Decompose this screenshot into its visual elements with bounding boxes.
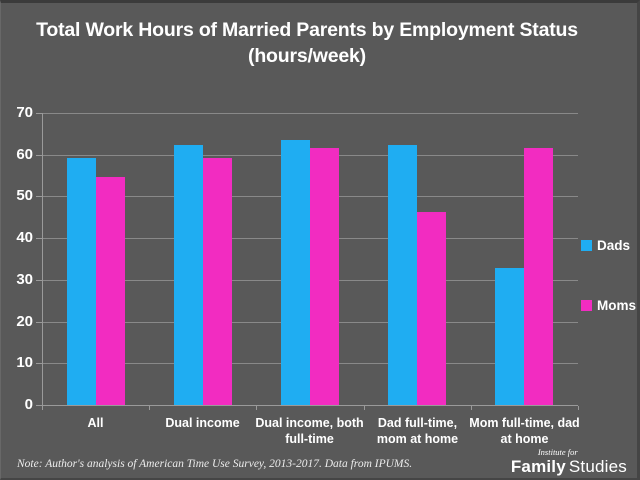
chart-title: Total Work Hours of Married Parents by E…: [36, 19, 578, 67]
x-tick-2: [256, 406, 257, 410]
logo-institute-for: Institute for: [537, 447, 578, 457]
y-tick-70: [36, 113, 42, 114]
y-tick-20: [36, 322, 42, 323]
y-tick-label-0: 0: [24, 396, 33, 413]
legend-item-moms: Moms: [581, 298, 636, 313]
legend-swatch-dads: [581, 240, 592, 251]
bar-dads-4: [495, 268, 524, 405]
bar-dads-3: [388, 145, 417, 405]
gridline-70: [42, 113, 578, 114]
bar-moms-0: [96, 177, 125, 405]
bar-dads-2: [281, 140, 310, 405]
legend-label-moms: Moms: [597, 298, 637, 313]
logo-family-studies: Family Studies: [511, 457, 627, 476]
y-tick-label-40: 40: [16, 229, 33, 246]
bar-moms-4: [524, 148, 553, 405]
logo-studies: Studies: [568, 457, 627, 476]
legend-label-dads: Dads: [597, 238, 631, 253]
source-note: Note: Author's analysis of American Time…: [17, 458, 413, 470]
x-category-label-0: All: [87, 416, 104, 430]
bar-chart: 0 10 20 30 40 50 60 70 All Dual income Dual income…: [1, 3, 637, 478]
y-tick-40: [36, 238, 42, 239]
y-tick-label-60: 60: [16, 146, 33, 163]
family-studies-logo: Institute for Family Studies: [511, 447, 627, 477]
x-tick-4: [471, 406, 472, 410]
y-tick-30: [36, 280, 42, 281]
y-tick-label-70: 70: [16, 104, 33, 121]
bar-moms-2: [310, 148, 339, 405]
y-tick-10: [36, 363, 42, 364]
x-category-label-3: Dad full-time, mom at home: [376, 416, 459, 446]
y-tick-label-10: 10: [16, 354, 33, 371]
x-axis-line: [42, 405, 578, 406]
x-category-label-4: Mom full-time, dad at home: [469, 416, 580, 446]
x-category-label-1: Dual income: [165, 416, 240, 430]
x-tick-1: [149, 406, 150, 410]
x-tick-0: [42, 406, 43, 410]
bar-moms-3: [417, 212, 446, 405]
y-tick-label-20: 20: [16, 313, 33, 330]
bar-moms-1: [203, 158, 232, 405]
y-tick-60: [36, 155, 42, 156]
x-category-label-2: Dual income, both full-time: [255, 416, 364, 446]
y-axis-line: [42, 113, 43, 405]
legend-item-dads: Dads: [581, 238, 630, 253]
y-tick-label-50: 50: [16, 187, 33, 204]
y-tick-label-30: 30: [16, 271, 33, 288]
bar-dads-1: [174, 145, 203, 405]
logo-family: Family: [510, 457, 566, 476]
y-tick-50: [36, 196, 42, 197]
x-tick-5: [578, 406, 579, 410]
x-tick-3: [364, 406, 365, 410]
legend-swatch-moms: [581, 300, 592, 311]
bar-dads-0: [67, 158, 96, 405]
y-tick-0: [36, 405, 42, 406]
